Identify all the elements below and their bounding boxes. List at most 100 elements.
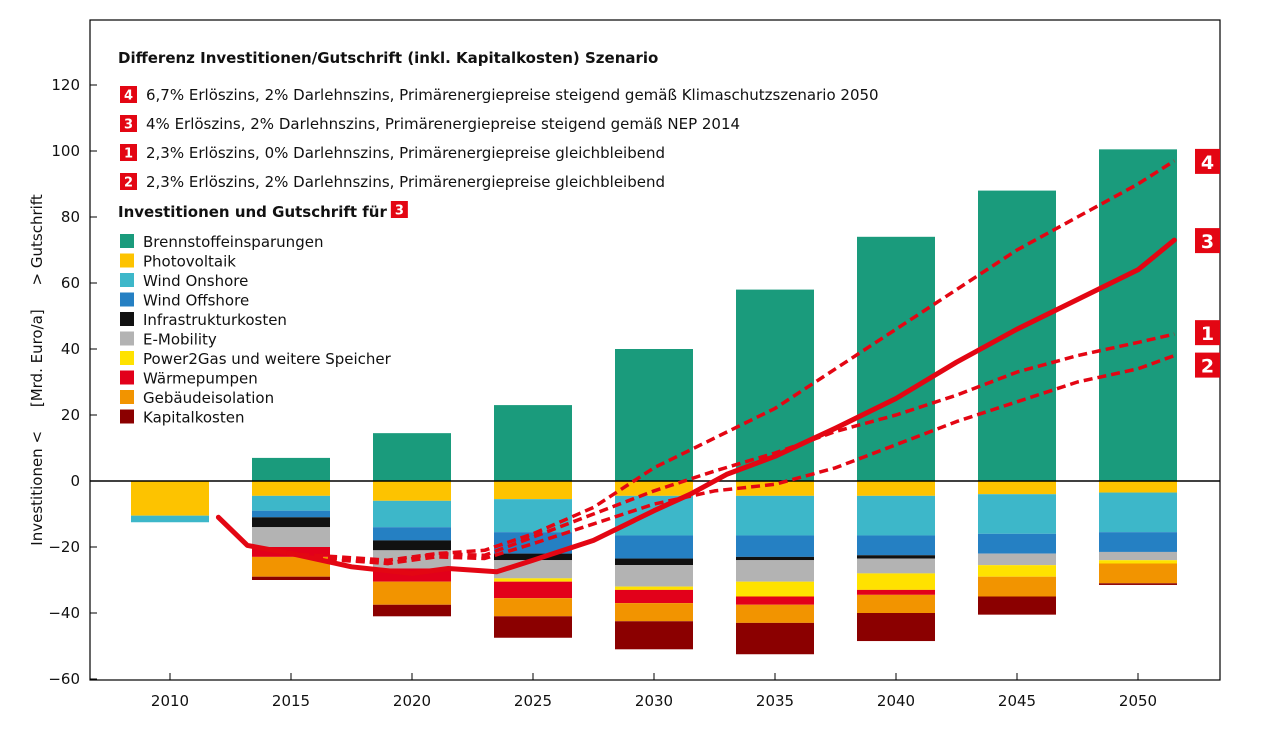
- scenario-line-1: [286, 332, 1175, 562]
- legend-swatch: [120, 370, 134, 385]
- bar-segment: [978, 190, 1056, 481]
- y-tick-label: −40: [48, 604, 80, 622]
- bar-segment: [615, 586, 693, 590]
- bar-segment: [736, 481, 814, 496]
- line-badge-1-box: [1195, 320, 1220, 346]
- legend-swatch: [120, 331, 134, 346]
- y-tick-label: 0: [70, 472, 80, 490]
- bar-segment: [252, 481, 330, 496]
- bar-segment: [373, 527, 451, 541]
- y-tick-label: 120: [51, 76, 80, 94]
- bar-segment: [857, 573, 935, 590]
- bar-segment: [252, 556, 330, 577]
- scenario-badge-3-label: 3: [124, 118, 133, 133]
- bar-segment: [857, 481, 935, 496]
- scenario-line-4: [285, 159, 1176, 566]
- scenario-text: 6,7% Erlöszins, 2% Darlehnszins, Primäre…: [146, 86, 879, 104]
- scenario-badge-4-label: 4: [124, 89, 133, 104]
- line-badge-3: 3: [1195, 228, 1220, 254]
- bar-segment: [373, 500, 451, 528]
- legend-swatch: [120, 234, 134, 248]
- bar-segment: [494, 481, 572, 500]
- scenario-lines: [215, 159, 1177, 576]
- line-badge-4-box: [1195, 148, 1220, 174]
- bar-segment: [736, 560, 814, 582]
- legend-swatch: [120, 390, 134, 404]
- bar-segment: [857, 535, 935, 556]
- scenario-badge-2-box: [120, 173, 137, 190]
- bar-segment: [978, 533, 1056, 554]
- scenario-badge-4: 4: [120, 86, 137, 104]
- line-badge-2: 2: [1195, 352, 1220, 378]
- scenario-badge-1-box: [120, 144, 137, 161]
- line-badge-2-box: [1195, 352, 1220, 378]
- bar-segment: [736, 535, 814, 557]
- bar-segment: [857, 594, 935, 613]
- legend-label: Wärmepumpen: [143, 370, 258, 388]
- bar-segment: [857, 495, 935, 536]
- line-badge-3-box: [1195, 228, 1220, 254]
- bar-segment: [131, 481, 209, 516]
- bar-segment: [857, 236, 935, 481]
- scenario-badge-2: 2: [120, 173, 137, 191]
- bar-segment: [978, 494, 1056, 534]
- legend-swatch: [120, 273, 134, 287]
- line-badge-1-label: 1: [1201, 323, 1214, 345]
- x-tick-label: 2025: [514, 692, 552, 710]
- y-axis: −60 −40 −20 0 20 40 60 80 100 120: [48, 76, 97, 688]
- bar-segment: [978, 553, 1056, 566]
- scenario-text: 2,3% Erlöszins, 0% Darlehnszins, Primäre…: [146, 144, 665, 162]
- bar-segment: [373, 581, 451, 605]
- legend-swatch: [120, 312, 134, 326]
- line-badge-4: 4: [1195, 148, 1220, 174]
- x-tick-label: 2010: [151, 692, 189, 710]
- bar-segment: [494, 616, 572, 638]
- bar-segment: [1099, 583, 1177, 585]
- plot-frame: [89, 19, 1221, 681]
- bar-segment: [1099, 563, 1177, 584]
- line-badge-1: 1: [1195, 320, 1220, 346]
- bar-segment: [373, 604, 451, 617]
- y-tick-label: 20: [61, 406, 80, 424]
- bar-segment: [978, 565, 1056, 577]
- bar-segment: [252, 527, 330, 547]
- bar-segment: [252, 576, 330, 580]
- y-tick-label: 40: [61, 340, 80, 358]
- legend-label: Infrastrukturkosten: [143, 311, 287, 329]
- bar-segment: [857, 589, 935, 595]
- y-tick-label: 100: [51, 142, 80, 160]
- scenario-text: 2,3% Erlöszins, 2% Darlehnszins, Primäre…: [146, 173, 665, 191]
- line-badge-4-label: 4: [1201, 152, 1214, 174]
- bar-segment: [736, 289, 814, 481]
- bar-segment: [615, 565, 693, 587]
- bar-segment: [978, 481, 1056, 495]
- legend: Differenz Investitionen/Gutschrift (inkl…: [118, 49, 879, 427]
- x-tick-label: 2050: [1119, 692, 1157, 710]
- bar-segment: [736, 556, 814, 561]
- y-tick-label: 60: [61, 274, 80, 292]
- stack-badge-label: 3: [395, 204, 404, 219]
- chart-title: Differenz Investitionen/Gutschrift (inkl…: [118, 49, 658, 67]
- stack-heading: Investitionen und Gutschrift für: [118, 203, 387, 221]
- bar-segment: [615, 558, 693, 566]
- y-tick-label: −20: [48, 538, 80, 556]
- bar-segment: [1099, 532, 1177, 552]
- bar-segment: [615, 349, 693, 481]
- line-badges: 4 3 1 2: [1195, 148, 1220, 378]
- x-tick-label: 2035: [756, 692, 794, 710]
- line-badge-2-label: 2: [1201, 356, 1214, 378]
- bar-segment: [1099, 560, 1177, 564]
- stack-badge: 3: [390, 201, 408, 219]
- scenario-line-3: [215, 237, 1177, 576]
- bar-segment: [736, 495, 814, 536]
- bar-segment: [1099, 481, 1177, 493]
- bar-segment: [252, 510, 330, 518]
- bar-segment: [1099, 551, 1177, 561]
- bar-segment: [252, 517, 330, 528]
- y-tick-label: 80: [61, 208, 80, 226]
- scenario-badge-1-label: 1: [124, 147, 133, 162]
- bar-segment: [1099, 149, 1177, 481]
- stack-badge-box: [390, 201, 408, 218]
